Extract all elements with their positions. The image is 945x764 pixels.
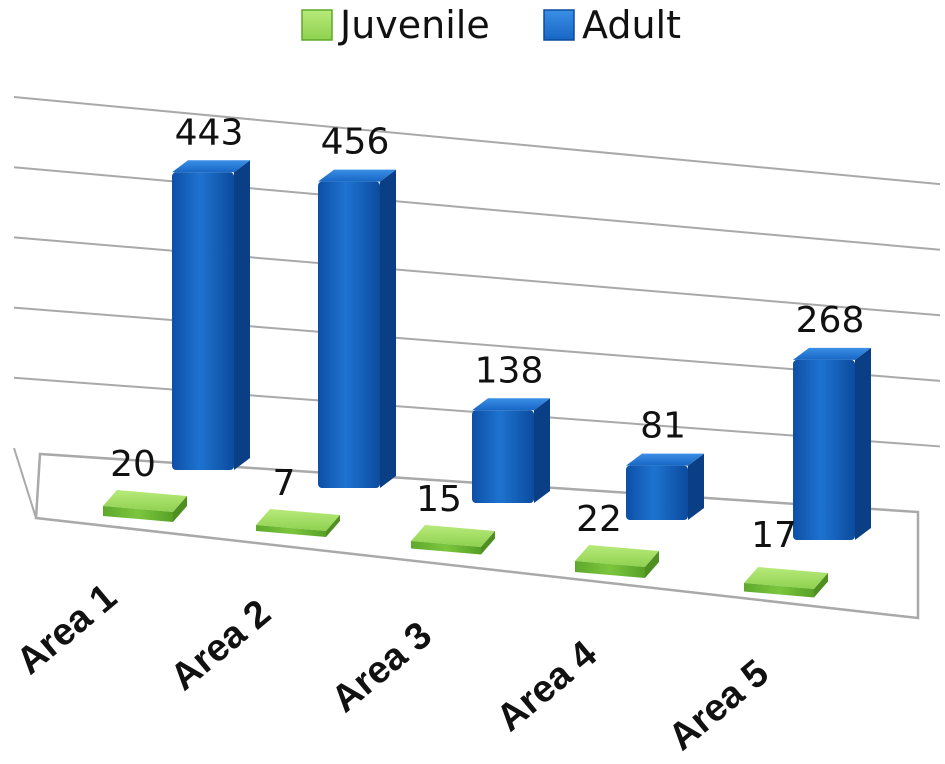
legend-item-adult: Adult bbox=[543, 3, 681, 47]
gridline bbox=[13, 166, 941, 251]
bar-juvenile-1-side bbox=[173, 496, 187, 522]
bar-adult-2 bbox=[318, 169, 396, 488]
bar-juvenile-2-front bbox=[256, 525, 326, 537]
bar-adult-1-front bbox=[172, 172, 234, 470]
bar-adult-2-top bbox=[318, 169, 396, 182]
bar-adult-5 bbox=[793, 347, 871, 540]
legend-item-juvenile: Juvenile bbox=[301, 3, 490, 47]
bar-juvenile-3 bbox=[411, 525, 495, 555]
legend-label-adult: Adult bbox=[582, 3, 681, 47]
bar-juvenile-4-front bbox=[575, 561, 645, 578]
data-labels: 443 456 138 81 268 20 7 15 22 17 bbox=[110, 112, 864, 556]
bar-adult-3-side bbox=[534, 398, 550, 503]
gridlines bbox=[13, 96, 941, 519]
bar-juvenile-2-side bbox=[326, 515, 340, 537]
bar-juvenile-5-front bbox=[744, 583, 814, 598]
gridline bbox=[13, 96, 941, 186]
bar-juvenile-5 bbox=[744, 567, 828, 598]
legend-label-juvenile: Juvenile bbox=[338, 3, 490, 47]
bar-adult-3-top bbox=[472, 398, 550, 411]
category-label-2: Area 2 bbox=[163, 592, 279, 699]
bar-adult-2-front bbox=[318, 181, 380, 488]
bar-juvenile-5-top bbox=[744, 567, 828, 589]
data-label-adult-4: 81 bbox=[640, 406, 686, 447]
bar-adult-2-side bbox=[380, 169, 396, 488]
bar-adult-1-side bbox=[234, 160, 250, 470]
bar-adult-5-side bbox=[855, 347, 871, 540]
data-label-juvenile-4: 22 bbox=[576, 499, 622, 540]
category-label-1: Area 1 bbox=[9, 576, 125, 683]
data-label-juvenile-5: 17 bbox=[751, 515, 797, 556]
bar-juvenile-4 bbox=[575, 545, 659, 578]
category-label-5: Area 5 bbox=[661, 652, 777, 759]
category-label-4: Area 4 bbox=[489, 633, 605, 740]
bar-juvenile-2-top bbox=[256, 509, 340, 531]
category-labels: Area 1 Area 2 Area 3 Area 4 Area 5 bbox=[9, 576, 777, 759]
bar-adult-4 bbox=[626, 453, 704, 520]
category-label-3: Area 3 bbox=[324, 614, 440, 721]
data-label-adult-2: 456 bbox=[321, 122, 390, 163]
bar-adult-5-top bbox=[793, 347, 871, 360]
data-label-juvenile-1: 20 bbox=[110, 444, 156, 485]
bar-adult-3-front bbox=[472, 410, 534, 503]
bar-adult-5-front bbox=[793, 359, 855, 540]
bar-juvenile-5-side bbox=[814, 573, 828, 598]
gridline bbox=[13, 236, 941, 317]
bar-adult-4-side bbox=[688, 453, 704, 520]
data-label-juvenile-3: 15 bbox=[416, 479, 462, 520]
data-label-adult-1: 443 bbox=[175, 112, 244, 153]
legend: Juvenile Adult bbox=[301, 3, 681, 47]
gridline bbox=[13, 306, 941, 382]
legend-swatch-juvenile bbox=[301, 9, 333, 41]
bar-juvenile-1 bbox=[103, 490, 187, 522]
bar-adult-4-top bbox=[626, 453, 704, 466]
wall-edge bbox=[13, 447, 37, 519]
bar-juvenile-3-front bbox=[411, 541, 481, 555]
bars bbox=[103, 160, 871, 598]
bar-juvenile-4-top bbox=[575, 545, 659, 567]
bar-juvenile-4-side bbox=[645, 551, 659, 578]
bar-adult-1 bbox=[172, 160, 250, 470]
bar-juvenile-1-front bbox=[103, 506, 173, 522]
bar-juvenile-1-top bbox=[103, 490, 187, 512]
data-label-juvenile-2: 7 bbox=[273, 463, 296, 504]
bar-adult-1-top bbox=[172, 160, 250, 173]
data-label-adult-3: 138 bbox=[475, 350, 544, 391]
legend-swatch-adult bbox=[543, 9, 575, 41]
data-label-adult-5: 268 bbox=[796, 300, 865, 341]
bar-adult-4-front bbox=[626, 465, 688, 520]
bar-juvenile-2 bbox=[256, 509, 340, 537]
bar-juvenile-3-side bbox=[481, 531, 495, 555]
bar-adult-3 bbox=[472, 398, 550, 503]
bar-juvenile-3-top bbox=[411, 525, 495, 547]
